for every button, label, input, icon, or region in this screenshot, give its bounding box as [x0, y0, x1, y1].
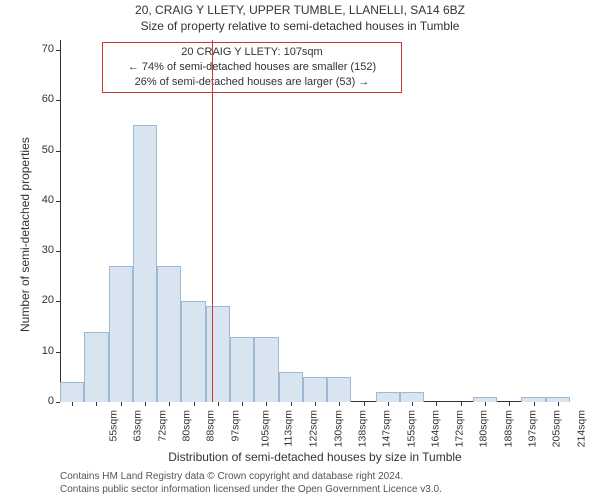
x-tick-label: 188sqm — [502, 410, 514, 447]
y-tick-label: 60 — [32, 93, 54, 105]
y-tick-mark — [56, 251, 60, 252]
x-tick-label: 55sqm — [108, 410, 120, 442]
chart-subtitle: Size of property relative to semi-detach… — [0, 19, 600, 33]
histogram-bar — [230, 337, 254, 402]
histogram-bar — [181, 301, 205, 402]
footer-line-1: Contains HM Land Registry data © Crown c… — [60, 470, 442, 483]
y-tick-label: 40 — [32, 194, 54, 206]
x-tick-label: 88sqm — [205, 410, 217, 442]
histogram-bar — [60, 382, 84, 402]
x-tick-mark — [315, 402, 316, 406]
x-tick-label: 197sqm — [526, 410, 538, 447]
histogram-bar — [109, 266, 133, 402]
chart-title-line1: 20, CRAIG Y LLETY, UPPER TUMBLE, LLANELL… — [0, 3, 600, 17]
x-tick-mark — [145, 402, 146, 406]
y-tick-mark — [56, 201, 60, 202]
x-tick-label: 113sqm — [283, 410, 295, 447]
x-tick-label: 205sqm — [551, 410, 563, 447]
y-tick-mark — [56, 50, 60, 51]
y-tick-label: 0 — [32, 395, 54, 407]
x-axis-label: Distribution of semi-detached houses by … — [60, 450, 570, 464]
y-tick-label: 20 — [32, 294, 54, 306]
histogram-bar — [133, 125, 157, 402]
x-tick-label: 63sqm — [132, 410, 144, 442]
annotation-line-2: ← 74% of semi-detached houses are smalle… — [109, 60, 395, 75]
y-tick-mark — [56, 100, 60, 101]
x-tick-mark — [364, 402, 365, 406]
histogram-bar — [400, 392, 424, 402]
annotation-line-1: 20 CRAIG Y LLETY: 107sqm — [109, 45, 395, 60]
x-tick-mark — [339, 402, 340, 406]
x-tick-mark — [509, 402, 510, 406]
x-tick-mark — [194, 402, 195, 406]
x-tick-label: 164sqm — [429, 410, 441, 447]
histogram-bar — [279, 372, 303, 402]
x-tick-mark — [218, 402, 219, 406]
x-tick-label: 105sqm — [259, 410, 271, 447]
x-tick-mark — [121, 402, 122, 406]
x-tick-label: 155sqm — [405, 410, 417, 447]
footer-line-2: Contains public sector information licen… — [60, 483, 442, 496]
y-axis-label: Number of semi-detached properties — [18, 137, 32, 332]
footer-attribution: Contains HM Land Registry data © Crown c… — [60, 470, 442, 496]
x-tick-mark — [436, 402, 437, 406]
x-tick-mark — [534, 402, 535, 406]
x-tick-label: 172sqm — [454, 410, 466, 447]
y-tick-mark — [56, 301, 60, 302]
histogram-bar — [327, 377, 351, 402]
x-tick-label: 138sqm — [356, 410, 368, 447]
histogram-bar — [206, 306, 230, 402]
x-tick-mark — [558, 402, 559, 406]
x-tick-mark — [266, 402, 267, 406]
x-tick-mark — [461, 402, 462, 406]
y-tick-mark — [56, 151, 60, 152]
y-tick-mark — [56, 402, 60, 403]
x-tick-label: 72sqm — [156, 410, 168, 442]
x-tick-mark — [72, 402, 73, 406]
y-tick-label: 10 — [32, 345, 54, 357]
x-tick-label: 122sqm — [308, 410, 320, 447]
x-tick-label: 97sqm — [229, 410, 241, 442]
histogram-bar — [84, 332, 108, 402]
annotation-box: 20 CRAIG Y LLETY: 107sqm ← 74% of semi-d… — [102, 42, 402, 93]
x-tick-mark — [485, 402, 486, 406]
histogram-bar — [376, 392, 400, 402]
x-tick-label: 80sqm — [181, 410, 193, 442]
histogram-bar — [303, 377, 327, 402]
x-tick-mark — [96, 402, 97, 406]
y-tick-label: 30 — [32, 244, 54, 256]
x-tick-mark — [242, 402, 243, 406]
x-tick-mark — [169, 402, 170, 406]
x-tick-mark — [412, 402, 413, 406]
x-tick-label: 130sqm — [332, 410, 344, 447]
annotation-line-3: 26% of semi-detached houses are larger (… — [109, 75, 395, 90]
x-tick-label: 180sqm — [478, 410, 490, 447]
x-tick-mark — [291, 402, 292, 406]
x-tick-mark — [388, 402, 389, 406]
y-tick-label: 50 — [32, 144, 54, 156]
reference-line — [212, 40, 213, 402]
x-tick-label: 214sqm — [575, 410, 587, 447]
y-tick-label: 70 — [32, 43, 54, 55]
histogram-bar — [157, 266, 181, 402]
x-tick-label: 147sqm — [381, 410, 393, 447]
histogram-bar — [254, 337, 278, 402]
y-tick-mark — [56, 352, 60, 353]
